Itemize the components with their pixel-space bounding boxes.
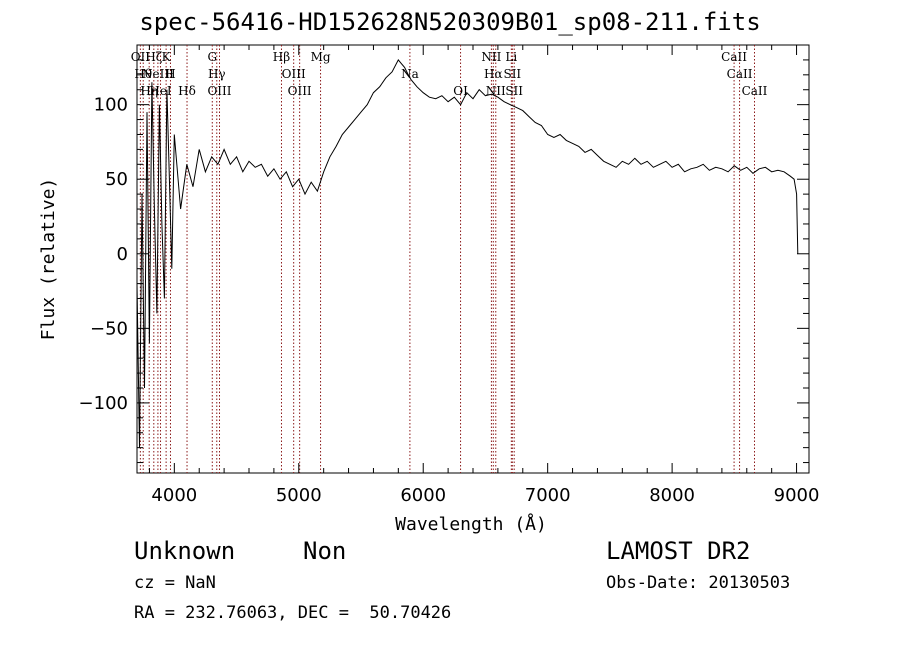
y-tick-label: −100 bbox=[79, 393, 128, 414]
object-type: Unknown bbox=[134, 537, 236, 565]
x-axis-label: Wavelength (Å) bbox=[395, 513, 547, 535]
line-label: Hη bbox=[140, 84, 158, 98]
x-tick-label: 9000 bbox=[774, 485, 820, 506]
line-label: NII bbox=[481, 50, 501, 64]
line-label: OIII bbox=[288, 84, 312, 98]
x-tick-label: 6000 bbox=[400, 485, 446, 506]
line-label: OI bbox=[453, 84, 468, 98]
line-label: HeI bbox=[149, 84, 172, 98]
chart-title: spec-56416-HD152628N520309B01_sp08-211.f… bbox=[139, 8, 761, 36]
spectrum-line bbox=[136, 59, 799, 448]
x-tick-label: 7000 bbox=[525, 485, 571, 506]
x-axis-ticks: 4000 5000 6000 7000 8000 9000 bbox=[148, 45, 820, 506]
line-label: Na bbox=[401, 67, 419, 81]
line-label: Hβ bbox=[273, 50, 290, 64]
y-axis-label: Flux (relative) bbox=[38, 178, 59, 341]
line-label: Li bbox=[505, 50, 517, 64]
plot-frame bbox=[136, 44, 810, 474]
line-label: Hδ bbox=[178, 84, 196, 98]
redshift-cz: cz = NaN bbox=[134, 573, 216, 593]
line-label: OIII bbox=[207, 84, 231, 98]
x-tick-label: 8000 bbox=[649, 485, 695, 506]
object-subtype: Non bbox=[303, 537, 347, 565]
line-label: Hγ bbox=[208, 67, 226, 81]
y-tick-label: 100 bbox=[94, 95, 128, 116]
line-label: OIII bbox=[282, 67, 306, 81]
line-label: Hθ bbox=[134, 67, 152, 81]
line-label: OII bbox=[131, 50, 151, 64]
survey-name: LAMOST DR2 bbox=[606, 537, 751, 565]
line-label: CaII bbox=[727, 67, 753, 81]
line-label: Hα bbox=[484, 67, 503, 81]
obs-date: Obs-Date: 20130503 bbox=[606, 573, 791, 593]
x-tick-label: 5000 bbox=[276, 485, 322, 506]
ra-dec: RA = 232.76063, DEC = 50.70426 bbox=[134, 603, 452, 623]
y-axis-ticks: −100 −50 0 50 100 bbox=[79, 59, 809, 464]
line-label: CaII bbox=[742, 84, 768, 98]
line-label: K bbox=[162, 50, 172, 64]
line-label: NeIII bbox=[142, 67, 174, 81]
y-tick-label: −50 bbox=[90, 318, 128, 339]
x-tick-label: 4000 bbox=[151, 485, 197, 506]
line-label: CaII bbox=[721, 50, 747, 64]
line-label: H bbox=[165, 67, 175, 81]
line-label: Mg bbox=[311, 50, 331, 64]
line-label: SII bbox=[505, 84, 523, 98]
line-markers bbox=[139, 45, 755, 473]
line-label: Hζ bbox=[145, 50, 162, 64]
y-tick-label: 0 bbox=[117, 244, 128, 265]
line-label: G bbox=[207, 50, 217, 64]
y-tick-label: 50 bbox=[105, 169, 128, 190]
line-label: SII bbox=[503, 67, 521, 81]
